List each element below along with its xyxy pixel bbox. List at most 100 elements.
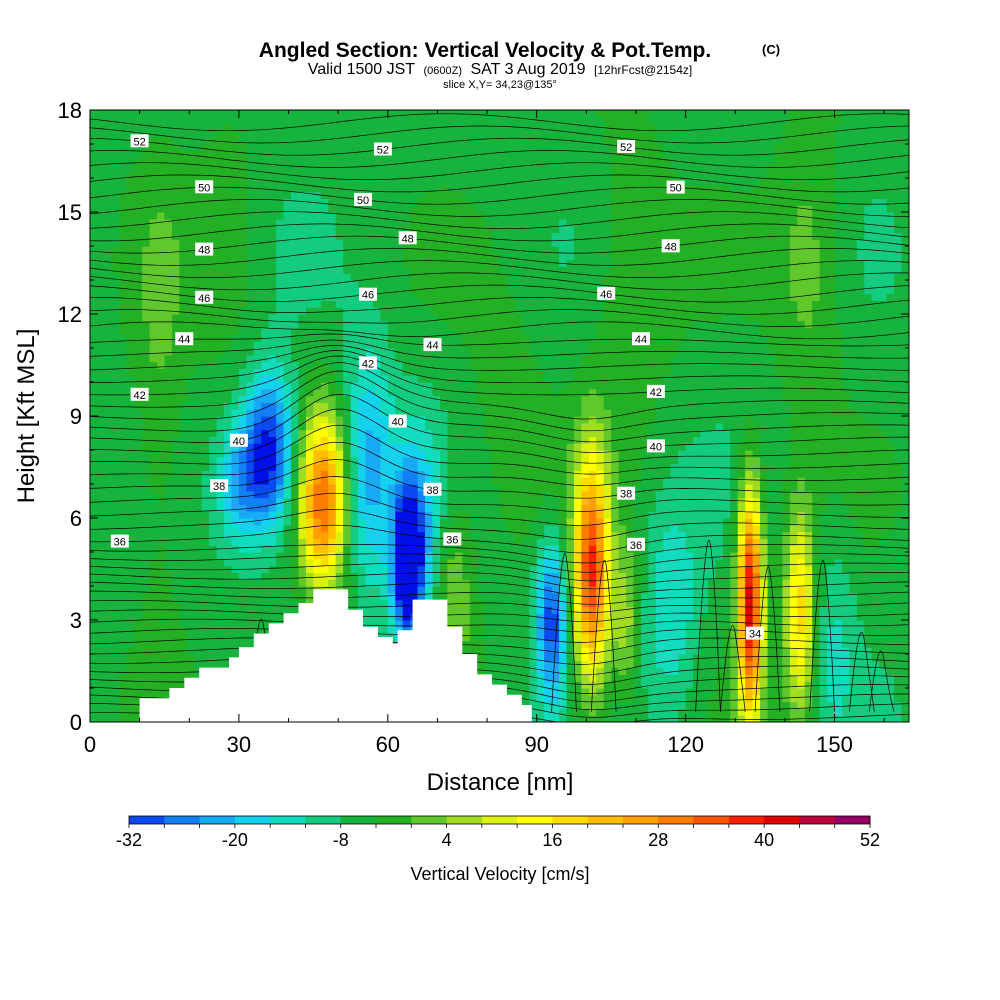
velocity-cell — [462, 157, 471, 165]
velocity-cell — [231, 409, 240, 417]
velocity-cell — [157, 307, 166, 315]
velocity-cell — [238, 538, 247, 546]
velocity-cell — [454, 484, 463, 492]
velocity-cell — [97, 647, 106, 655]
velocity-cell — [246, 116, 255, 125]
velocity-cell — [238, 456, 247, 465]
velocity-cell — [149, 497, 158, 505]
velocity-cell — [97, 286, 106, 295]
velocity-cell — [395, 286, 404, 295]
velocity-cell — [454, 334, 463, 342]
velocity-cell — [417, 361, 426, 369]
velocity-cell — [238, 334, 247, 342]
velocity-cell — [283, 490, 292, 499]
velocity-cell — [291, 293, 300, 301]
velocity-cell — [134, 640, 143, 648]
velocity-cell — [90, 667, 99, 675]
velocity-cell — [119, 443, 128, 451]
velocity-cell — [186, 232, 195, 240]
velocity-cell — [380, 409, 389, 417]
velocity-cell — [350, 416, 359, 424]
velocity-cell — [238, 273, 247, 281]
velocity-cell — [238, 599, 247, 607]
velocity-cell — [350, 225, 359, 233]
velocity-cell — [216, 436, 225, 444]
velocity-cell — [313, 450, 322, 458]
velocity-cell — [253, 606, 262, 614]
velocity-cell — [402, 456, 411, 465]
velocity-cell — [410, 198, 419, 206]
velocity-cell — [395, 327, 404, 335]
velocity-cell — [157, 552, 166, 560]
velocity-cell — [268, 429, 277, 437]
velocity-cell — [350, 470, 359, 478]
velocity-cell — [142, 402, 151, 410]
velocity-cell — [432, 354, 441, 363]
velocity-cell — [238, 320, 247, 329]
velocity-cell — [171, 463, 180, 471]
velocity-cell — [350, 599, 359, 607]
velocity-cell — [134, 354, 143, 363]
velocity-cell — [179, 531, 188, 539]
velocity-cell — [104, 565, 113, 573]
velocity-cell — [112, 123, 121, 131]
velocity-cell — [134, 225, 143, 233]
velocity-cell — [209, 232, 218, 240]
velocity-cell — [305, 348, 314, 356]
velocity-cell — [104, 511, 113, 519]
velocity-cell — [90, 409, 99, 417]
velocity-cell — [492, 640, 501, 648]
velocity-cell — [216, 368, 225, 376]
velocity-cell — [291, 592, 300, 601]
velocity-cell — [358, 477, 367, 485]
velocity-cell — [305, 477, 314, 485]
velocity-cell — [477, 504, 486, 512]
velocity-cell — [238, 286, 247, 295]
velocity-cell — [395, 293, 404, 301]
velocity-cell — [380, 436, 389, 444]
velocity-cell — [298, 484, 307, 492]
velocity-cell — [201, 375, 210, 383]
velocity-cell — [484, 184, 493, 193]
velocity-cell — [216, 307, 225, 315]
velocity-cell — [447, 477, 456, 485]
velocity-cell — [484, 110, 493, 118]
velocity-cell — [201, 205, 210, 213]
velocity-cell — [142, 171, 151, 179]
velocity-cell — [358, 341, 367, 349]
velocity-cell — [209, 620, 218, 628]
velocity-cell — [164, 341, 173, 349]
velocity-cell — [231, 388, 240, 397]
velocity-cell — [186, 613, 195, 621]
velocity-cell — [171, 205, 180, 213]
velocity-cell — [402, 361, 411, 369]
velocity-cell — [283, 334, 292, 342]
velocity-cell — [395, 368, 404, 376]
velocity-cell — [417, 368, 426, 376]
velocity-cell — [268, 443, 277, 451]
velocity-cell — [358, 511, 367, 519]
velocity-cell — [469, 116, 478, 125]
velocity-cell — [119, 565, 128, 573]
velocity-cell — [372, 327, 381, 335]
velocity-cell — [90, 327, 99, 335]
velocity-cell — [395, 497, 404, 505]
velocity-cell — [492, 239, 501, 247]
velocity-cell — [216, 246, 225, 254]
velocity-cell — [447, 116, 456, 125]
velocity-cell — [261, 552, 270, 560]
velocity-cell — [276, 361, 285, 369]
velocity-cell — [454, 171, 463, 179]
velocity-cell — [127, 456, 136, 465]
velocity-cell — [432, 470, 441, 478]
velocity-cell — [484, 348, 493, 356]
velocity-cell — [484, 300, 493, 308]
velocity-cell — [179, 198, 188, 206]
velocity-cell — [387, 443, 396, 451]
velocity-cell — [112, 382, 121, 390]
velocity-cell — [462, 266, 471, 274]
velocity-cell — [231, 164, 240, 172]
velocity-cell — [209, 436, 218, 444]
velocity-cell — [201, 110, 210, 111]
velocity-cell — [395, 157, 404, 165]
